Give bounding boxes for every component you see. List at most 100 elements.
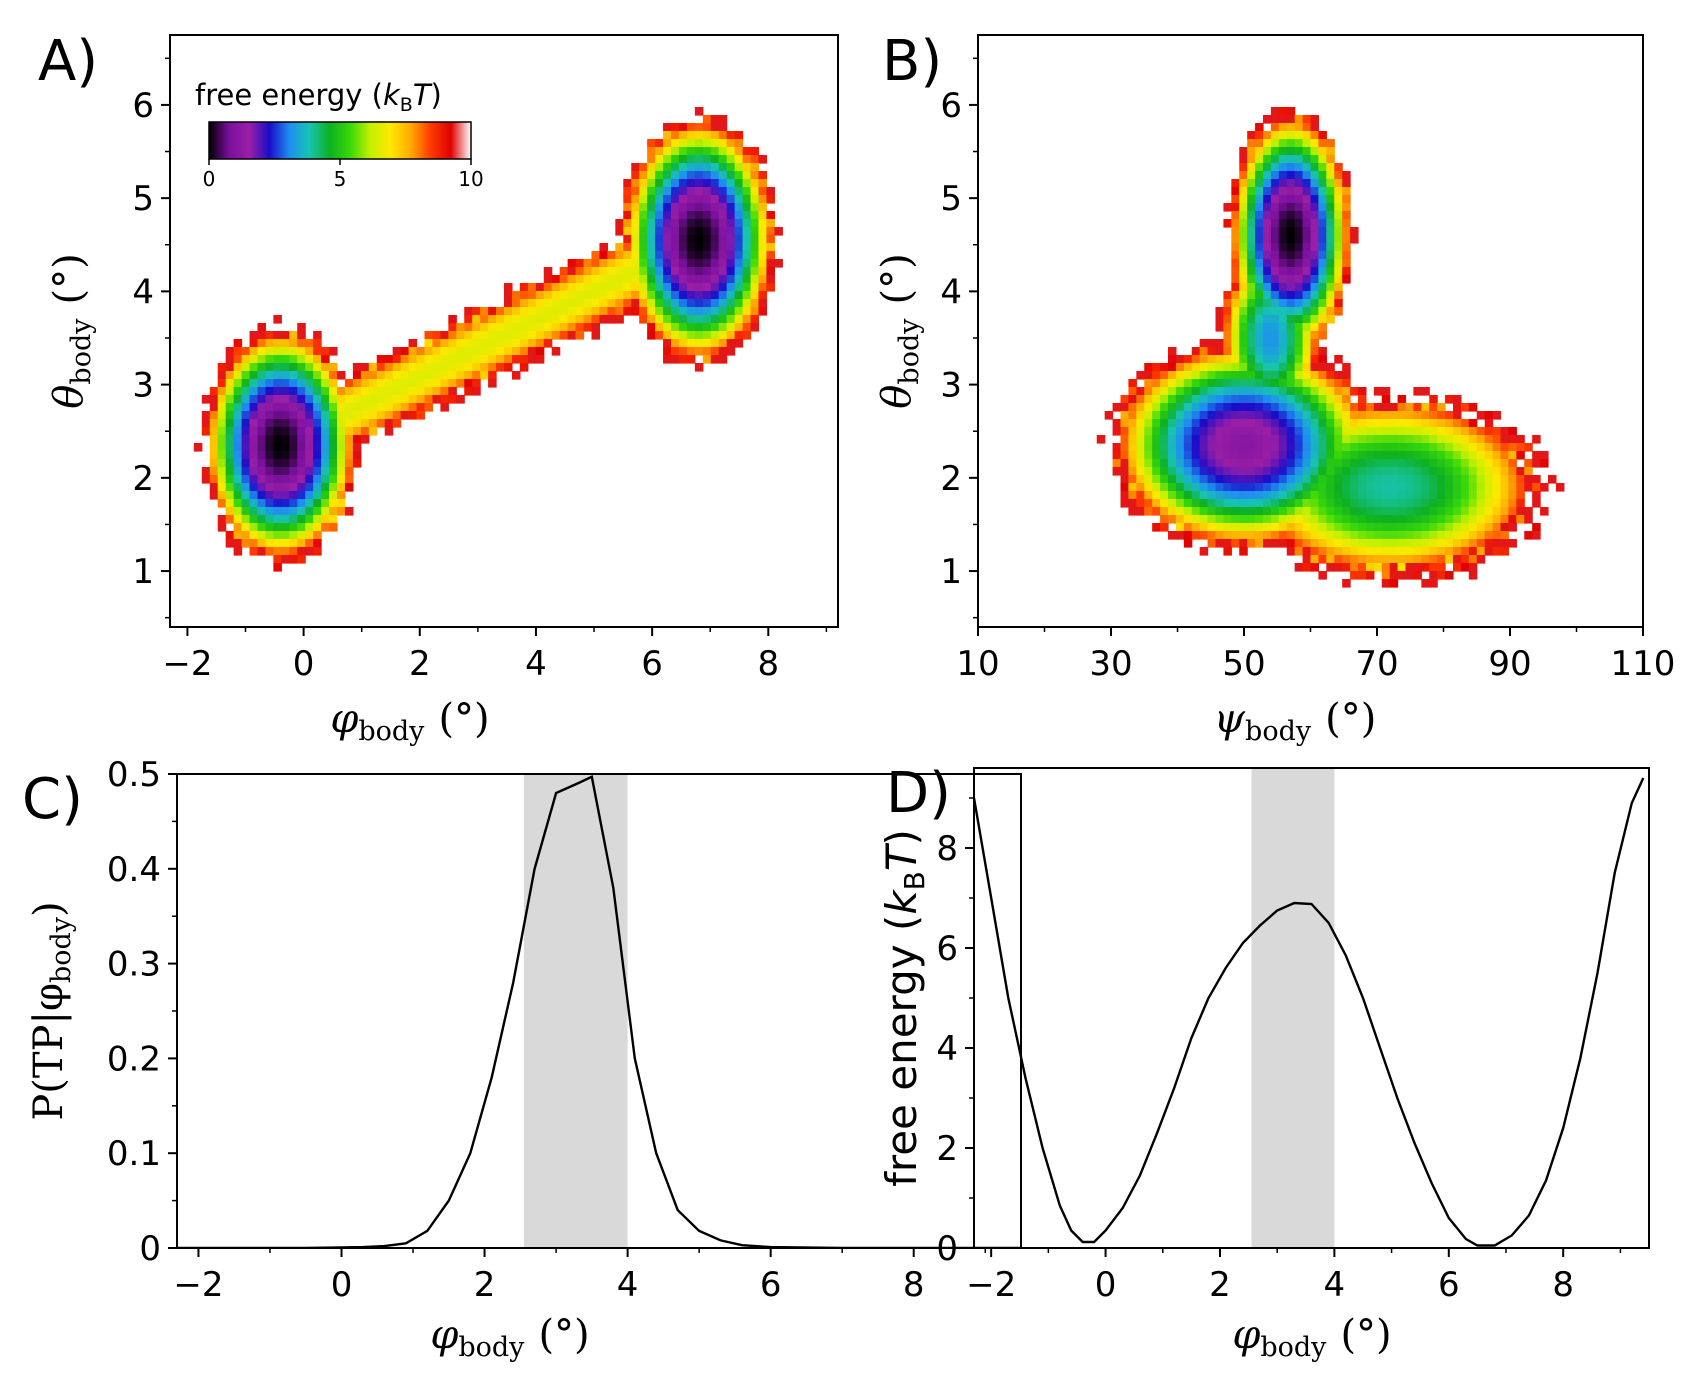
heatA-cell [384,379,394,388]
heatB-cell [1342,443,1351,452]
heatB-cell [1500,531,1510,540]
heatA-cell [233,467,243,476]
heatB-cell [1334,251,1343,260]
heatB-cell [1128,507,1137,516]
heatA-cell [710,115,720,124]
heatB-cell [1302,347,1312,356]
heatA-cell [337,427,346,436]
heatB-cell [1231,355,1240,364]
heatB-cell [1263,491,1272,500]
heatA-cell [456,363,465,372]
heatA-cell [257,435,267,444]
heatB-cell [1373,531,1383,540]
heatB-cell [1358,387,1367,396]
heatA-cell [225,427,235,436]
heatA-cell [710,187,720,196]
heatA-cell [360,371,370,380]
heatA-cell [655,235,664,244]
heatB-cell [1453,523,1462,532]
heatB-cell [1278,491,1288,500]
heatB-cell [1318,459,1327,468]
heatB-cell [1302,195,1312,204]
heatA-cell [233,395,243,404]
heatA-cell [734,203,744,212]
heatA-cell [201,411,211,420]
heatB-cell [1310,363,1320,372]
heatB-cell [1215,323,1225,332]
heatA-cell [631,235,640,244]
heatA-cell [297,507,306,516]
heatB-cell [1294,443,1304,452]
heatB-cell [1365,539,1375,548]
heatB-cell [1247,259,1256,268]
heatB-cell [1294,259,1304,268]
heatA-cell [472,323,481,332]
heatB-cell [1350,499,1359,508]
heatA-cell [289,435,298,444]
heatB-cell [1350,491,1359,500]
heatA-cell [583,259,593,268]
heatA-cell [257,331,267,340]
heatA-cell [241,491,251,500]
heatB-cell [1255,131,1264,140]
heatB-cell [1247,491,1256,500]
heatB-cell [1207,539,1217,548]
heatB-cell [1270,387,1280,396]
heatB-cell [1358,427,1367,436]
heatA-cell [273,555,282,564]
heatA-cell [774,227,783,236]
heatB-cell [1460,451,1470,460]
heatA-cell [392,403,402,412]
heatB-cell [1381,387,1391,396]
heatB-cell [1175,451,1185,460]
heatA-cell [766,275,775,284]
heatB-cell [1199,395,1209,404]
heatA-cell [671,211,680,220]
heatA-cell [702,243,712,252]
heatB-cell [1112,427,1122,436]
heatB-cell [1405,443,1415,452]
heatB-cell [1160,507,1169,516]
heatB-cell [1381,579,1391,588]
heatA-cell [233,515,243,524]
heatA-cell [750,187,760,196]
heatB-cell [1144,451,1153,460]
heatA-cell [615,307,624,316]
heatB-cell [1270,203,1280,212]
heatA-cell [344,507,354,516]
heatB-cell [1326,403,1335,412]
heatA-cell [734,331,744,340]
heatA-cell [305,403,314,412]
heatB-cell [1342,259,1351,268]
heatB-cell [1460,427,1470,436]
heatA-cell [321,467,330,476]
heatB-cell [1175,491,1185,500]
heatB-cell [1247,507,1256,516]
heatA-cell [671,331,680,340]
heatB-cell [1453,507,1462,516]
heatB-cell [1263,451,1272,460]
heatA-cell [718,171,728,180]
heatB-cell [1310,507,1320,516]
heatA-cell [344,427,354,436]
heatA-cell [225,443,235,452]
heatB-cell [1460,539,1470,548]
heatA-cell [742,235,752,244]
heatB-cell [1318,315,1327,324]
heatA-cell [297,491,306,500]
heatA-cell [408,379,418,388]
heatB-cell [1223,403,1232,412]
heatA-cell [289,515,298,524]
heatB-cell [1286,299,1296,308]
heatB-cell [1255,339,1264,348]
heatA-cell [599,259,608,268]
heatB-cell [1294,219,1304,228]
heatB-cell [1365,515,1375,524]
y-tick-label: 0.1 [107,1134,161,1174]
heatA-cell [408,347,418,356]
heatA-cell [464,331,473,340]
heatB-cell [1128,491,1137,500]
heatB-cell [1389,539,1399,548]
heatB-cell [1120,491,1130,500]
heatA-cell [337,483,346,492]
